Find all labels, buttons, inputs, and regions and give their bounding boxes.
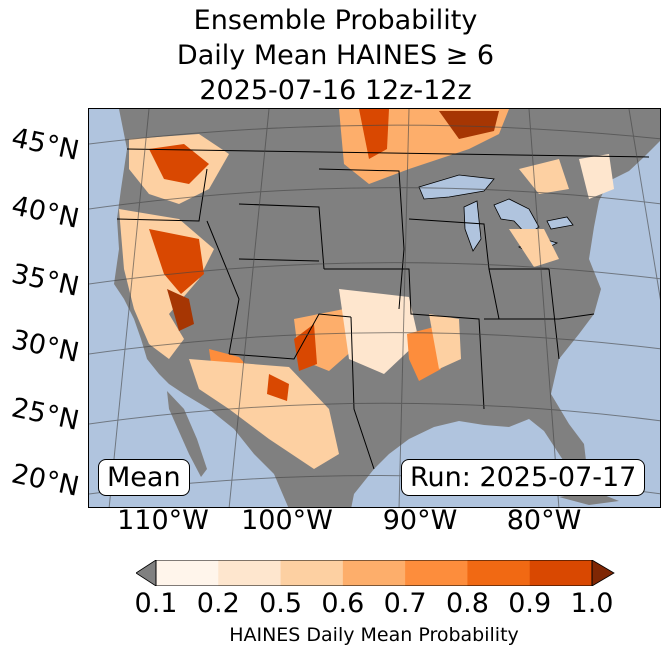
lon-label-80: 80°W [506,505,582,536]
stat-box: Mean [98,459,190,496]
title-line-2: Daily Mean HAINES ≥ 6 [176,40,495,71]
colorbar-tick-label: 1.0 [570,588,614,619]
baja-peninsula [167,391,207,477]
colorbar-tick-label: 0.1 [134,588,178,619]
colorbar-segment [280,560,344,586]
colorbar-tick-label: 0.8 [445,588,489,619]
title-line-3: 2025-07-16 12z-12z [199,75,472,106]
colorbar-over-arrow [591,560,615,586]
colorbar-label: HAINES Daily Mean Probability [229,624,519,646]
lat-label-20: 20°N [8,458,82,503]
lat-label-45: 45°N [8,122,82,167]
graticule [89,109,660,507]
run-box: Run: 2025-07-17 [401,459,646,496]
colorbar-tick-label: 0.5 [259,588,303,619]
colorbar-tick-label: 0.2 [196,588,240,619]
lat-label-30: 30°N [8,324,82,369]
colorbar-under-arrow [136,560,157,586]
colorbar-segment [156,560,219,586]
lon-label-110: 110°W [117,505,209,536]
colorbar-segment [467,560,531,586]
colorbar-segment [405,560,468,586]
colorbar-tick-label: 0.6 [321,588,365,619]
lon-label-90: 90°W [382,505,458,536]
colorbar-tick-label: 0.9 [508,588,552,619]
colorbar-tick-label: 0.7 [383,588,427,619]
political-boundaries [116,148,650,470]
map-canvas [89,109,660,507]
lat-label-40: 40°N [8,190,82,235]
lon-label-100: 100°W [241,505,333,536]
lat-label-25: 25°N [8,392,82,437]
colorbar-segment [218,560,282,586]
colorbar-segment [342,560,406,586]
probability-map: Mean Run: 2025-07-17 [88,108,661,508]
lat-label-35: 35°N [8,258,82,303]
colorbar-segment [529,560,593,586]
probability-shading [119,109,614,469]
title-line-1: Ensemble Probability [193,5,478,36]
colorbar [136,560,615,586]
